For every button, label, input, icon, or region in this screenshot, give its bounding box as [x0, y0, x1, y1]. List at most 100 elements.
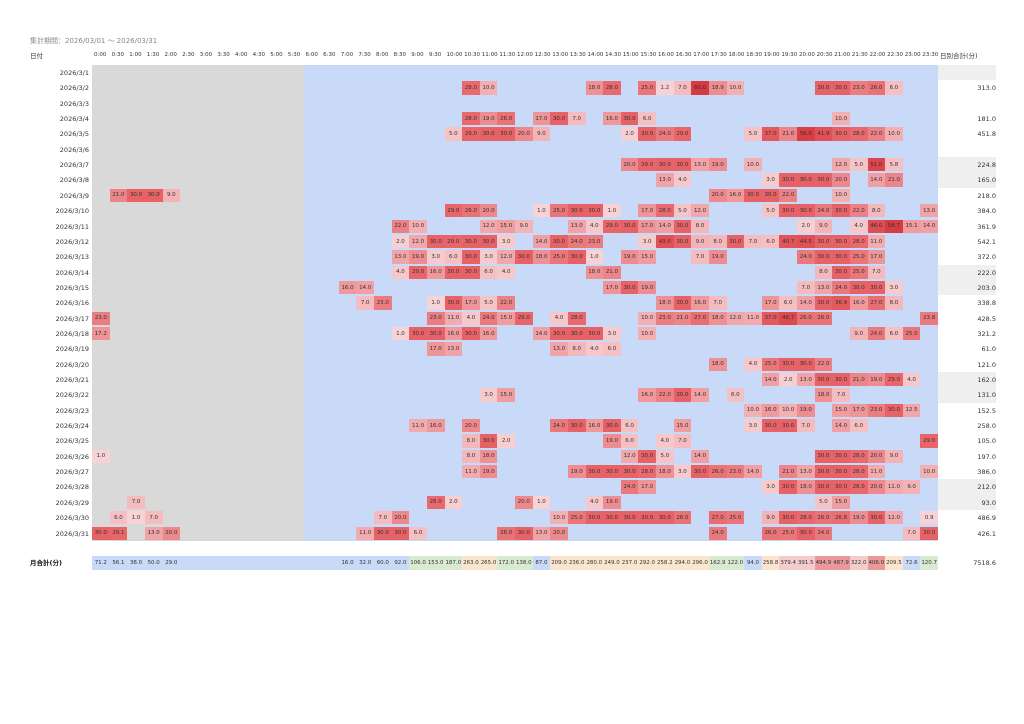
minutes-cell: 30.0: [814, 234, 833, 249]
date-label: 2026/3/5: [59, 130, 89, 139]
minutes-cell: 16.0: [849, 296, 868, 310]
minutes-cell: 24.0: [567, 234, 586, 249]
minutes-cell: 19.0: [708, 250, 727, 264]
month-cell: 379.4: [779, 556, 797, 570]
month-cell: 487.9: [832, 556, 850, 570]
minutes-cell: 9.0: [162, 188, 181, 203]
minutes-cell: 30.0: [479, 434, 498, 448]
minutes-cell: 30.0: [797, 357, 815, 371]
minutes-cell: 7.0: [144, 511, 163, 525]
day-total: 542.1: [977, 237, 996, 246]
weekend-shade: [938, 172, 996, 188]
minutes-cell: 8.0: [708, 234, 727, 249]
month-cell: 209.5: [885, 556, 903, 570]
minutes-cell: 30.0: [920, 526, 938, 540]
minutes-cell: 23.0: [374, 296, 392, 310]
minutes-cell: 10.0: [550, 511, 568, 525]
minutes-cell: 30.0: [673, 234, 692, 249]
minutes-cell: 30.0: [585, 511, 604, 525]
minutes-cell: 30.0: [620, 112, 639, 126]
month-cell: 187.0: [444, 556, 463, 570]
minutes-cell: 28.0: [426, 495, 445, 510]
minutes-cell: 4.0: [585, 495, 604, 510]
minutes-cell: 51.0: [867, 158, 886, 172]
minutes-cell: 30.0: [656, 158, 674, 172]
day-total: 313.0: [977, 84, 996, 93]
minutes-cell: 30.0: [779, 511, 797, 525]
time-label: 6:00: [305, 52, 318, 58]
minutes-cell: 24.0: [620, 480, 639, 494]
minutes-cell: 13.0: [814, 280, 833, 295]
minutes-cell: 10.0: [832, 112, 850, 126]
minutes-cell: 18.0: [656, 465, 674, 479]
minutes-cell: 7.0: [902, 526, 921, 540]
minutes-cell: 7.0: [374, 511, 392, 525]
minutes-cell: 14.0: [797, 296, 815, 310]
minutes-cell: 30.0: [814, 449, 833, 464]
minutes-cell: 24.0: [479, 311, 498, 325]
minutes-cell: 30.0: [620, 465, 639, 479]
month-cell: 258.2: [656, 556, 674, 570]
month-cell: 406.0: [867, 556, 886, 570]
minutes-cell: 12.5: [902, 403, 921, 418]
minutes-cell: 30.0: [585, 204, 604, 218]
time-label: 11:30: [499, 52, 516, 58]
date-label: 2026/3/30: [55, 514, 89, 523]
minutes-cell: 13.0: [920, 204, 938, 218]
date-label: 2026/3/23: [55, 406, 89, 415]
minutes-cell: 20.0: [832, 173, 850, 187]
minutes-cell: 12.0: [620, 449, 639, 464]
minutes-cell: 8.0: [691, 219, 709, 233]
minutes-cell: 13.0: [567, 219, 586, 233]
weekend-shade: [938, 494, 996, 511]
period: 集計期間：2026/03/01 ～ 2026/03/31: [30, 37, 158, 45]
time-label: 5:30: [287, 52, 301, 58]
minutes-cell: 2.0: [797, 219, 815, 233]
minutes-cell: 18.0: [585, 81, 604, 95]
minutes-cell: 13.0: [444, 342, 463, 356]
minutes-cell: 30.0: [567, 419, 586, 433]
date-label: 2026/3/3: [59, 99, 89, 108]
minutes-cell: 30.0: [761, 419, 780, 433]
time-label: 4:30: [252, 52, 265, 58]
minutes-cell: 6.0: [603, 342, 621, 356]
minutes-cell: 30.0: [603, 419, 621, 433]
minutes-cell: 5.0: [744, 127, 762, 141]
minutes-cell: 19.0: [708, 158, 727, 172]
time-label: 2:30: [182, 52, 195, 58]
month-cell: 258.8: [761, 556, 780, 570]
minutes-cell: 29.0: [920, 434, 938, 448]
month-cell: 172.0: [497, 556, 515, 570]
minutes-cell: 29.0: [515, 311, 533, 325]
minutes-cell: 30.0: [550, 326, 568, 341]
minutes-cell: 1.0: [532, 495, 551, 510]
time-label: 22:30: [887, 52, 903, 58]
minutes-cell: 10.0: [920, 465, 938, 479]
minutes-cell: 28.0: [849, 449, 868, 464]
minutes-cell: 3.0: [479, 250, 498, 264]
minutes-cell: 13.0: [656, 173, 674, 187]
minutes-cell: 7.0: [673, 434, 692, 448]
time-label: 3:30: [217, 52, 230, 58]
minutes-cell: 30.0: [603, 511, 621, 525]
time-label: 12:30: [534, 52, 551, 58]
month-cell: 237.0: [620, 556, 639, 570]
minutes-cell: 13.0: [391, 250, 410, 264]
minutes-cell: 17.0: [638, 219, 656, 233]
minutes-cell: 7.0: [356, 296, 374, 310]
minutes-cell: 30.0: [797, 526, 815, 540]
month-cell: 236.0: [567, 556, 586, 570]
minutes-cell: 30.0: [832, 204, 850, 218]
minutes-cell: 19.0: [479, 465, 498, 479]
day-total: 426.1: [977, 529, 996, 538]
minutes-cell: 15.0: [638, 250, 656, 264]
minutes-cell: 7.0: [567, 112, 586, 126]
minutes-cell: 16.0: [426, 419, 445, 433]
minutes-cell: 30.0: [656, 511, 674, 525]
minutes-cell: 5.0: [479, 296, 498, 310]
minutes-cell: 30.0: [814, 480, 833, 494]
minutes-cell: 4.0: [902, 373, 921, 387]
minutes-cell: 21.0: [673, 311, 692, 325]
weekend-shade: [938, 372, 996, 388]
minutes-cell: 29.0: [409, 265, 427, 279]
